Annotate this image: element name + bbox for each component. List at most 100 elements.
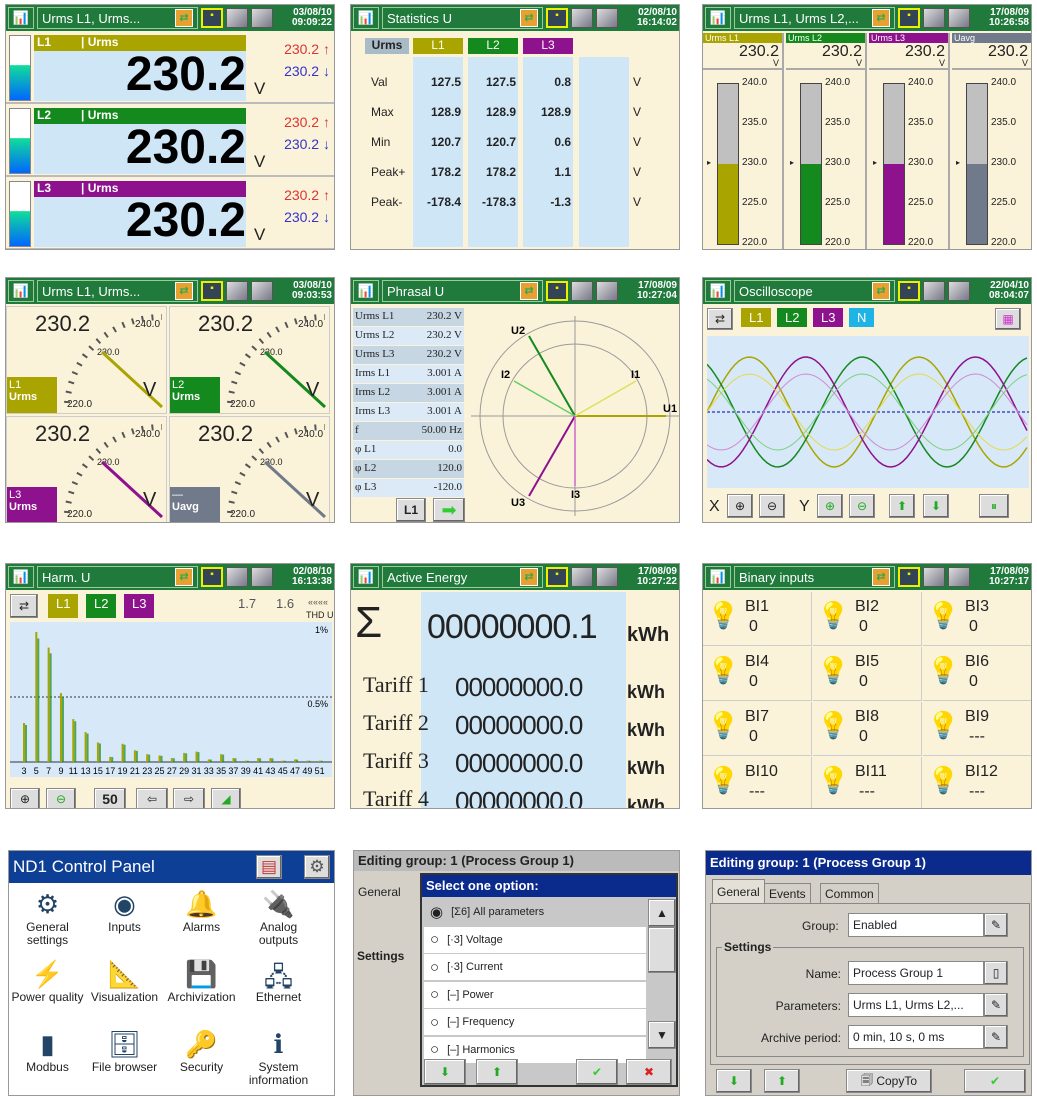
screen-title-button[interactable]: Urms L1, Urms... ⇄ [37,7,198,29]
edit-icon[interactable]: ✎ [984,1025,1008,1049]
scope-settings-button[interactable]: ▦ [995,308,1021,330]
move-up-button[interactable]: ⬆ [476,1059,518,1085]
channel-toggle-l2[interactable]: L2 [777,308,808,327]
radio-unselected-icon[interactable]: ○ [430,986,440,1003]
channel-toggle-l3[interactable]: L3 [813,308,844,327]
control-panel-item[interactable]: ◉ Inputs [86,889,163,934]
app-menu-icon[interactable]: 📊 [8,7,34,29]
control-panel-item[interactable]: ⚡ Power quality [9,959,86,1004]
control-panel-item[interactable]: 🗄 File browser [86,1029,163,1074]
channel-toggle-l1[interactable]: L1 [48,594,79,618]
radio-unselected-icon[interactable]: ○ [430,1041,440,1058]
scroll-down-button[interactable]: ▼ [648,1021,676,1049]
thd-arrows[interactable]: «««« [308,597,329,607]
channel-toggle-n[interactable]: N [849,308,875,327]
phase-select-button[interactable]: L1 [396,498,426,522]
channel-toggle-l1[interactable]: L1 [741,308,772,327]
option-item[interactable]: ○ [·3] Voltage [424,926,646,953]
switch-view-icon[interactable]: ⇄ [520,568,538,586]
switch-view-button[interactable]: ⇄ [707,308,733,330]
x-zoom-in-button[interactable]: ⊕ [727,494,753,518]
edit-icon[interactable]: ✎ [984,913,1008,937]
radio-unselected-icon[interactable]: ○ [430,958,440,976]
screen-title-button[interactable]: Binary inputs ⇄ [734,566,895,588]
tab-general[interactable]: General [712,879,765,904]
cancel-button[interactable]: ✖ [626,1059,672,1085]
app-menu-icon[interactable]: 📊 [8,566,34,588]
switch-view-icon[interactable]: ⇄ [175,9,193,27]
save-icon[interactable]: ▪ [898,281,920,301]
control-panel-item[interactable]: 🔌 Analog outputs [240,889,317,947]
app-menu-icon[interactable]: 📊 [705,566,731,588]
save-icon[interactable]: ▪ [546,281,568,301]
field-input[interactable]: 0 min, 10 s, 0 ms [848,1025,984,1049]
screen-title-button[interactable]: Oscilloscope ⇄ [734,280,895,302]
save-icon[interactable]: ▪ [898,567,920,587]
move-up-button[interactable]: ⬆ [764,1069,800,1093]
scroll-up-button[interactable]: ▲ [648,899,676,927]
move-down-button[interactable]: ⬇ [424,1059,466,1085]
app-menu-icon[interactable]: 📊 [8,280,34,302]
control-panel-item[interactable]: ▮ Modbus [9,1029,86,1074]
control-panel-item[interactable]: 🔑 Security [163,1029,240,1074]
edit-icon[interactable]: ✎ [984,993,1008,1017]
switch-view-icon[interactable]: ⇄ [520,9,538,27]
screen-title-button[interactable]: Statistics U ⇄ [382,7,543,29]
copy-to-button[interactable]: 🗐 CopyTo [846,1069,932,1093]
app-menu-icon[interactable]: 📊 [705,280,731,302]
zoom-out-button[interactable]: ⊖ [46,788,76,808]
field-input[interactable]: Urms L1, Urms L2,... [848,993,984,1017]
save-icon[interactable]: ▪ [201,8,223,28]
radio-unselected-icon[interactable]: ○ [430,931,440,948]
switch-view-icon[interactable]: ⇄ [872,568,890,586]
ok-button[interactable]: ✔ [964,1069,1026,1093]
move-up-button[interactable]: ⬆ [889,494,915,518]
screen-title-button[interactable]: Active Energy ⇄ [382,566,543,588]
switch-view-icon[interactable]: ⇄ [872,282,890,300]
keyboard-icon[interactable]: ▯ [984,961,1008,985]
switch-view-button[interactable]: ⇄ [10,594,38,618]
save-icon[interactable]: ▪ [201,281,223,301]
option-item[interactable]: ○ [·3] Current [424,954,646,980]
scroll-right-button[interactable]: ⇨ [173,788,205,808]
field-input[interactable]: Process Group 1 [848,961,984,985]
app-menu-icon[interactable]: 📊 [705,7,731,29]
tab-events[interactable]: Events [764,883,811,904]
app-menu-icon[interactable]: 📊 [353,280,379,302]
channel-toggle-l2[interactable]: L2 [86,594,117,618]
channel-toggle-l3[interactable]: L3 [124,594,155,618]
pause-button[interactable]: ⏸ [979,494,1009,518]
save-icon[interactable]: ▪ [201,567,223,587]
group-field[interactable]: Enabled [848,913,984,937]
save-icon[interactable]: ▪ [546,567,568,587]
switch-view-icon[interactable]: ⇄ [175,282,193,300]
control-panel-item[interactable]: 📐 Visualization [86,959,163,1004]
switch-view-icon[interactable]: ⇄ [175,568,193,586]
save-icon[interactable]: ▪ [546,8,568,28]
y-zoom-in-button[interactable]: ⊕ [817,494,843,518]
control-panel-item[interactable]: 🔔 Alarms [163,889,240,934]
control-panel-item[interactable]: ⚙ General settings [9,889,86,947]
settings-button[interactable]: ⚙ [304,855,330,879]
tab-common[interactable]: Common [820,883,879,904]
option-item[interactable]: ○ [–] Power [424,981,646,1008]
screen-title-button[interactable]: Urms L1, Urms L2,... ⇄ [734,7,895,29]
task-list-button[interactable]: ▤ [256,855,282,879]
switch-view-icon[interactable]: ⇄ [520,282,538,300]
move-down-button[interactable]: ⬇ [716,1069,752,1093]
y-zoom-out-button[interactable]: ⊖ [849,494,875,518]
control-panel-item[interactable]: 🖧 Ethernet [240,959,317,1004]
scrollbar-thumb[interactable] [648,927,676,973]
chart-type-button[interactable]: ◢ [211,788,241,808]
screen-title-button[interactable]: Urms L1, Urms... ⇄ [37,280,198,302]
switch-view-icon[interactable]: ⇄ [872,9,890,27]
screen-title-button[interactable]: Harm. U ⇄ [37,566,198,588]
harmonic-count-button[interactable]: 50 [94,788,126,808]
option-item[interactable]: ○ [–] Harmonics [424,1036,646,1063]
next-arrow-button[interactable]: ➡ [433,498,465,522]
option-item[interactable]: ○ [–] Frequency [424,1009,646,1035]
screen-title-button[interactable]: Phrasal U ⇄ [382,280,543,302]
ok-button[interactable]: ✔ [576,1059,618,1085]
x-zoom-out-button[interactable]: ⊖ [759,494,785,518]
app-menu-icon[interactable]: 📊 [353,566,379,588]
